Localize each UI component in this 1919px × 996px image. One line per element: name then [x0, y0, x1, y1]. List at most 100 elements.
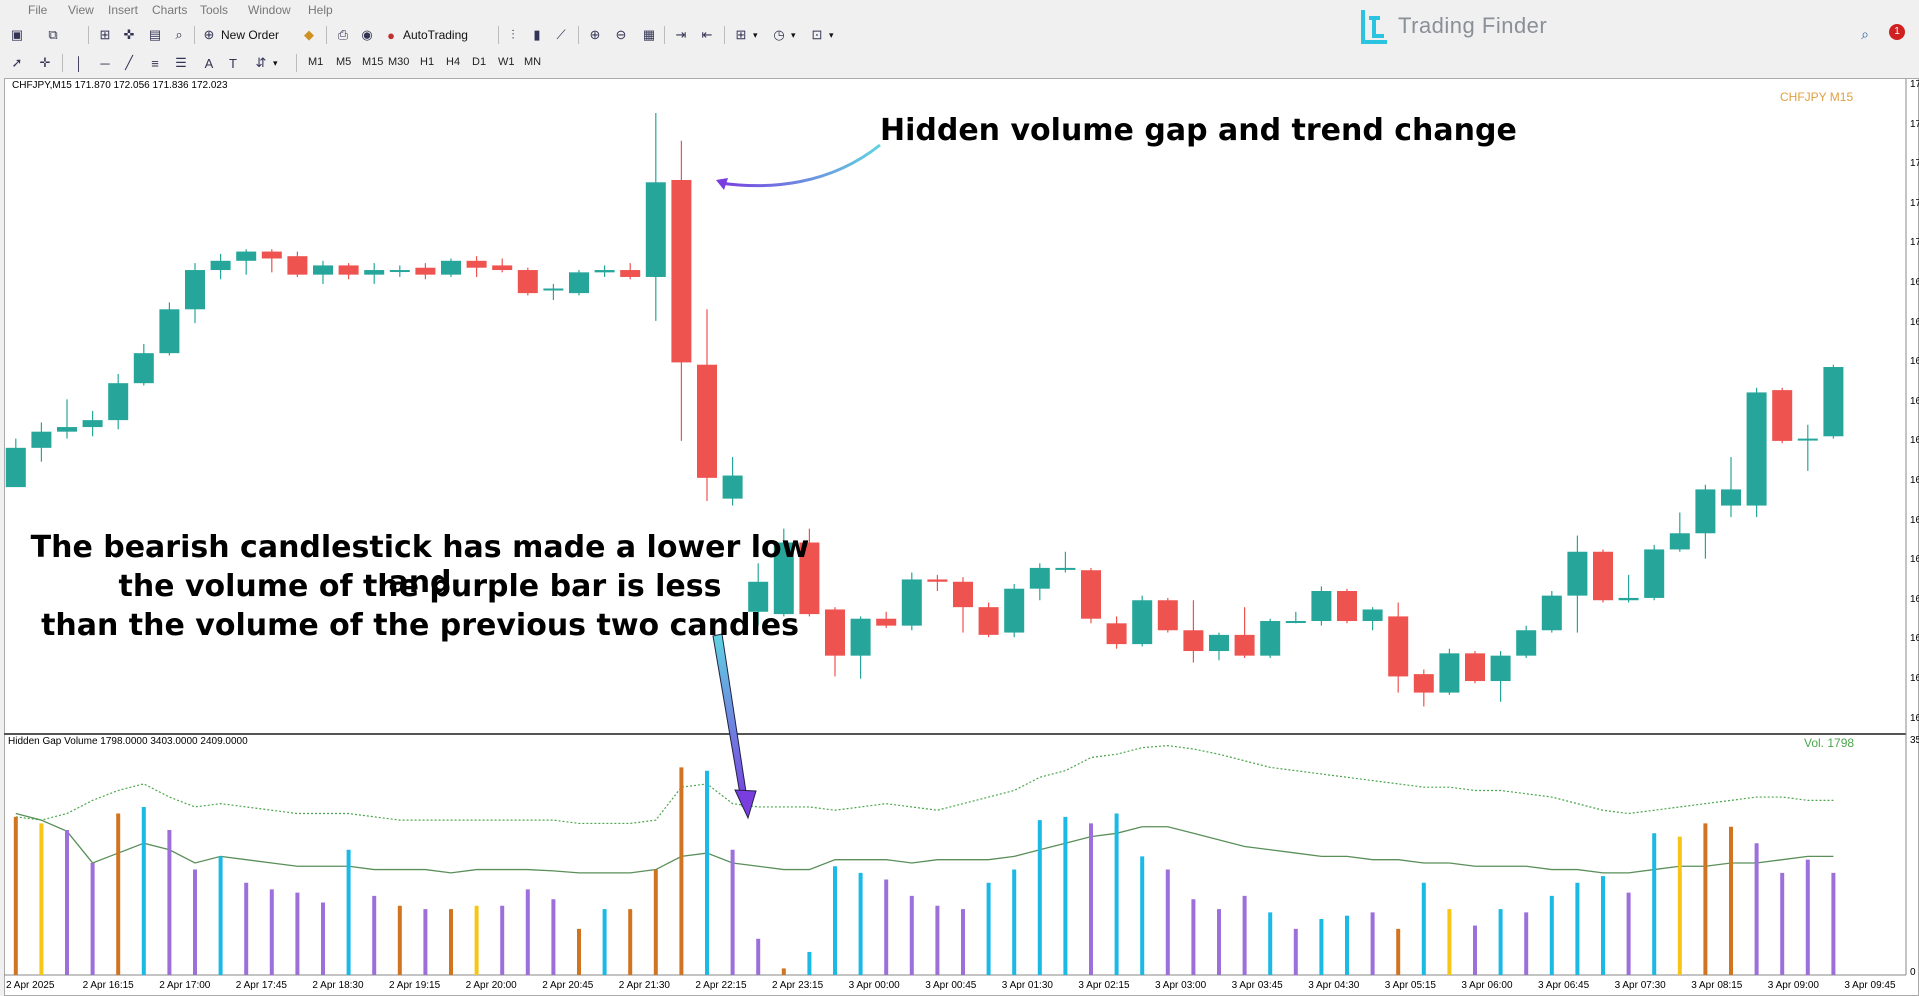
timeframe-mn[interactable]: MN	[524, 56, 542, 68]
candle-body	[1055, 567, 1076, 570]
annotation-line-1: The bearish candlestick has made a lower…	[30, 530, 810, 600]
candle-body	[338, 265, 359, 275]
chart-shift-button[interactable]: ⇤	[698, 25, 716, 45]
candle-body	[1106, 623, 1127, 645]
menu-tools[interactable]: Tools	[200, 3, 229, 17]
menu-file[interactable]: File	[28, 3, 48, 17]
timeframe-m1[interactable]: M1	[308, 56, 324, 68]
arrow-head-icon	[716, 178, 728, 190]
candle-body	[492, 265, 513, 271]
tradingfinder-logo-icon	[1361, 10, 1387, 44]
timeframe-m5[interactable]: M5	[336, 56, 352, 68]
price-label: 169.765	[1910, 316, 1919, 328]
templates-button[interactable]: ⊡ ▾	[808, 25, 834, 45]
candle-body	[1234, 634, 1255, 656]
new-chart-button[interactable]: ▣	[8, 25, 26, 45]
candle-body	[1260, 621, 1281, 656]
menu-help[interactable]: Help	[308, 3, 333, 17]
line-chart-button[interactable]: ⟋	[552, 25, 570, 45]
candle-body	[1721, 489, 1741, 506]
time-label: 3 Apr 04:30	[1308, 980, 1360, 991]
volume-axis-label: 0	[1910, 967, 1916, 978]
brand-name: Trading Finder	[1398, 13, 1548, 38]
time-label: 2 Apr 22:15	[695, 980, 747, 991]
text-label-icon: T	[229, 55, 237, 71]
fibonacci-button[interactable]: ☰	[172, 53, 190, 73]
menu-insert[interactable]: Insert	[108, 3, 139, 17]
horizontal-line-button[interactable]: ─	[96, 53, 114, 73]
timeframe-m30[interactable]: M30	[388, 56, 410, 68]
channel-button[interactable]: ≡	[146, 53, 164, 73]
notification-badge[interactable]: 1	[1889, 24, 1905, 40]
navigator-button[interactable]: ✜	[120, 25, 138, 45]
candlestick-button[interactable]: ▮	[528, 25, 546, 45]
annotation-title: Hidden volume gap and trend change	[880, 113, 1517, 148]
search-icon[interactable]: ⌕	[1861, 26, 1869, 42]
price-label: 169.930	[1910, 277, 1919, 288]
time-label: 2 Apr 19:15	[389, 980, 441, 991]
vertical-line-button[interactable]: │	[70, 53, 88, 73]
price-label: 168.255	[1910, 673, 1919, 684]
zoom-in-icon: ⊕	[589, 27, 601, 42]
candle-body	[185, 270, 205, 310]
market-watch-button[interactable]: ⊞	[96, 25, 114, 45]
menu-window[interactable]: Window	[248, 3, 291, 17]
tile-windows-button[interactable]: ▦	[640, 25, 658, 45]
data-window-button[interactable]: ▤	[146, 25, 164, 45]
horizontal-line-icon: ─	[100, 55, 110, 71]
indicators-icon: ⊞	[735, 27, 747, 42]
candle-body	[364, 270, 385, 275]
bar-chart-button[interactable]: ⫶	[504, 25, 522, 45]
candle-body	[261, 251, 282, 259]
timeframe-h4[interactable]: H4	[446, 56, 461, 68]
zoom-out-button[interactable]: ⊖	[612, 25, 630, 45]
indicators-button[interactable]: ⊞ ▾	[732, 25, 758, 45]
candle-body	[1388, 616, 1409, 677]
timeframe-h1[interactable]: H1	[420, 56, 435, 68]
chart-window[interactable]	[4, 78, 1919, 996]
autotrading-icon: ●	[387, 27, 395, 43]
candle-body	[159, 309, 180, 354]
time-label: 2 Apr 20:45	[542, 980, 594, 991]
autotrading-button[interactable]: ● AutoTrading	[382, 25, 468, 45]
signals-button[interactable]: ◉	[358, 25, 376, 45]
trendline-button[interactable]: ╱	[120, 53, 138, 73]
data-window-icon: ▤	[148, 27, 162, 42]
zoom-in-button[interactable]: ⊕	[586, 25, 604, 45]
auto-scroll-icon: ⇥	[675, 27, 687, 42]
candle-body	[901, 579, 922, 626]
price-label: 170.435	[1910, 158, 1919, 170]
timeframe-m15[interactable]: M15	[362, 56, 384, 68]
tester-button[interactable]: ⌕	[170, 25, 188, 45]
time-label: 3 Apr 06:45	[1538, 980, 1590, 991]
candle-body	[1157, 600, 1178, 631]
text-button[interactable]: A	[200, 53, 218, 73]
bar-chart-icon: ⫶	[511, 27, 515, 42]
cursor-button[interactable]: ➚	[8, 53, 26, 73]
new-order-button[interactable]: ⊕ New Order	[200, 25, 279, 45]
auto-scroll-button[interactable]: ⇥	[672, 25, 690, 45]
menu-view[interactable]: View	[68, 3, 94, 17]
periods-button[interactable]: ◷ ▾	[770, 25, 795, 45]
profiles-button[interactable]: ⧉	[44, 25, 62, 45]
time-label: 3 Apr 05:15	[1384, 980, 1436, 991]
cursor-icon: ➚	[11, 55, 23, 70]
shapes-button[interactable]: ⇵ ▾	[252, 53, 278, 73]
time-label: 3 Apr 08:15	[1691, 980, 1743, 991]
candle-body	[108, 383, 129, 421]
timeframe-d1[interactable]: D1	[472, 56, 487, 68]
candle-body	[1209, 634, 1229, 652]
trendline-icon: ╱	[125, 55, 133, 70]
templates-icon: ⊡	[811, 27, 823, 42]
text-label-button[interactable]: T	[224, 53, 242, 73]
trade-button[interactable]: ◆	[300, 25, 318, 45]
printer-button[interactable]: ⎙	[334, 25, 352, 45]
menu-charts[interactable]: Charts	[152, 3, 188, 17]
time-label: 3 Apr 02:15	[1078, 980, 1130, 991]
symbol-info: CHFJPY,M15 171.870 172.056 171.836 172.0…	[12, 80, 228, 91]
shapes-icon: ⇵	[255, 55, 267, 70]
time-label: 2 Apr 16:15	[82, 980, 134, 991]
crosshair-button[interactable]: ✛	[36, 53, 54, 73]
timeframe-w1[interactable]: W1	[498, 56, 515, 68]
